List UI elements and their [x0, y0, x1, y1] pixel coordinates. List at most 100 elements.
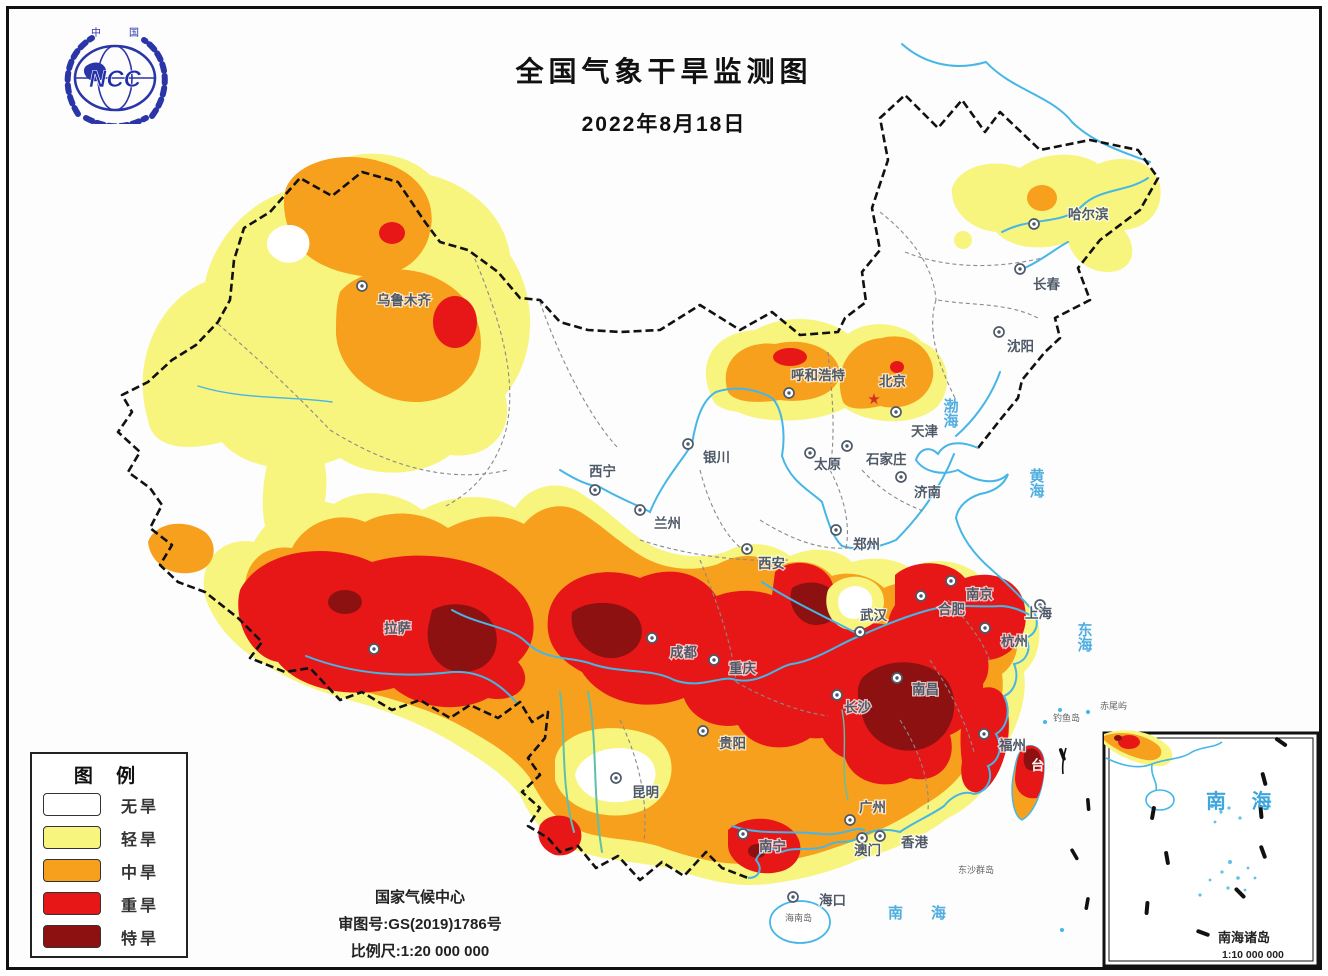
- legend-swatch: [43, 925, 101, 948]
- city: 杭州: [979, 622, 1029, 650]
- beijing-star-marker: ★: [867, 391, 880, 408]
- city: 沈阳: [993, 326, 1035, 355]
- city: ★ 北京: [867, 372, 907, 408]
- legend-row: 无旱: [43, 788, 186, 821]
- city: 重庆: [708, 654, 758, 677]
- city: 西宁: [588, 462, 617, 496]
- city-marker-dot: [997, 330, 1001, 334]
- footer-credits: 国家气候中心 审图号:GS(2019)1786号 比例尺:1:20 000 00…: [285, 884, 555, 965]
- city-marker-dot: [686, 442, 690, 446]
- inset-islands-label: 南海诸岛: [1218, 930, 1270, 945]
- city-marker-dot: [848, 818, 852, 822]
- laurel-right: [141, 37, 168, 119]
- city-marker-dot: [791, 895, 795, 899]
- city: 广州: [844, 798, 887, 826]
- city-marker-dot: [741, 832, 745, 836]
- city-marker-dot: [919, 594, 923, 598]
- legend-items: 无旱 轻旱 中旱 重旱 特旱: [32, 788, 186, 953]
- island-label: 钓鱼岛: [1053, 712, 1080, 723]
- city-marker-dot: [712, 658, 716, 662]
- inset-islands: [1198, 804, 1257, 897]
- city: 南京: [945, 575, 994, 603]
- sea-label: 南海: [888, 904, 974, 922]
- south-china-sea-inset: 南 海 南海诸岛 1:10 000 000: [1102, 730, 1320, 968]
- island-label: 东沙群岛: [958, 864, 994, 875]
- logo-top-left-char: 中: [91, 26, 101, 39]
- city-label: 拉萨: [384, 620, 411, 636]
- city-label: 兰州: [654, 515, 681, 531]
- city-marker-dot: [982, 732, 986, 736]
- city: 上海: [1024, 599, 1054, 622]
- city-marker-dot: [835, 693, 839, 697]
- city-label: 海口: [819, 892, 846, 908]
- city-label: 成都: [670, 644, 698, 660]
- city: 成都: [646, 632, 699, 661]
- city-label: 北京: [879, 373, 906, 389]
- city-label: 天津: [911, 423, 939, 439]
- drought-patches: [142, 153, 1161, 886]
- city-marker-dot: [808, 451, 812, 455]
- logo-ncc-text: NCC: [89, 66, 142, 93]
- city: 乌鲁木齐: [356, 280, 433, 309]
- city-marker-dot: [360, 284, 364, 288]
- legend-row: 特旱: [43, 920, 186, 953]
- legend-label: 重旱: [121, 897, 160, 915]
- legend-label: 无旱: [121, 798, 160, 816]
- legend-box: 图 例 无旱 轻旱 中旱 重旱 特旱: [30, 752, 188, 958]
- legend-swatch: [43, 859, 101, 882]
- legend-label: 中旱: [121, 864, 160, 882]
- city-label: 上海: [1025, 605, 1053, 621]
- city: 兰州: [634, 504, 682, 532]
- city-marker-dot: [1038, 603, 1042, 607]
- legend-swatch: [43, 892, 101, 915]
- logo-top-right-char: 国: [129, 27, 139, 39]
- city: 天津: [890, 406, 940, 440]
- city-label: 昆明: [632, 785, 659, 800]
- city-label: 沈阳: [1007, 338, 1034, 354]
- city-label: 贵阳: [719, 735, 746, 751]
- city-label: 广州: [859, 799, 886, 815]
- legend-swatch: [43, 793, 101, 816]
- legend-label: 特旱: [121, 930, 160, 948]
- city-marker-dot: [787, 391, 791, 395]
- city-label: 澳门: [854, 842, 881, 858]
- sea-label: 渤海: [942, 397, 959, 429]
- city: 长沙: [831, 689, 873, 716]
- city-label: 南宁: [759, 838, 786, 854]
- city-marker-dot: [745, 547, 749, 551]
- map-date: 2022年8月18日: [581, 113, 747, 136]
- city-label: 长沙: [844, 699, 872, 715]
- inset-sea-label: 南 海: [1206, 789, 1282, 813]
- city-label: 济南: [914, 484, 941, 500]
- city-label: 银川: [703, 449, 730, 465]
- city: 武汉: [854, 606, 889, 638]
- inset-scale-label: 1:10 000 000: [1222, 949, 1284, 961]
- legend-title: 图 例: [73, 766, 145, 787]
- city: 西安: [741, 543, 786, 572]
- sea-label: 黄海: [1028, 467, 1045, 499]
- city-marker-dot: [949, 579, 953, 583]
- city: 福州: [978, 728, 1027, 754]
- city: 哈尔滨: [1028, 205, 1110, 230]
- city-marker-dot: [878, 834, 882, 838]
- footer-org: 国家气候中心: [374, 889, 465, 906]
- city-label: 福州: [998, 737, 1026, 753]
- city-label: 乌鲁木齐: [377, 292, 431, 308]
- city-marker-dot: [858, 630, 862, 634]
- city-marker-dot: [834, 528, 838, 532]
- city-label: 长春: [1033, 276, 1061, 292]
- legend-swatch: [43, 826, 101, 849]
- city-label: 西宁: [589, 463, 616, 479]
- city-marker-dot: [845, 444, 849, 448]
- legend-row: 中旱: [43, 854, 186, 887]
- city-marker-dot: [899, 475, 903, 479]
- footer-approval: 审图号:GS(2019)1786号: [338, 916, 502, 933]
- city-label: 台北: [1031, 757, 1059, 773]
- city: 合肥: [915, 590, 967, 618]
- taiwan-island: [1011, 744, 1067, 821]
- city-label: 呼和浩特: [791, 367, 845, 383]
- laurel-bottom: [83, 115, 149, 124]
- city-marker-dot: [372, 647, 376, 651]
